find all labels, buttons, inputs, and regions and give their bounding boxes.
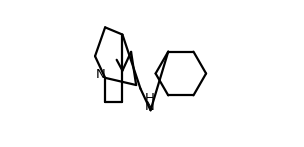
- Text: N: N: [96, 69, 106, 81]
- Text: H: H: [144, 92, 154, 105]
- Text: N: N: [144, 100, 154, 113]
